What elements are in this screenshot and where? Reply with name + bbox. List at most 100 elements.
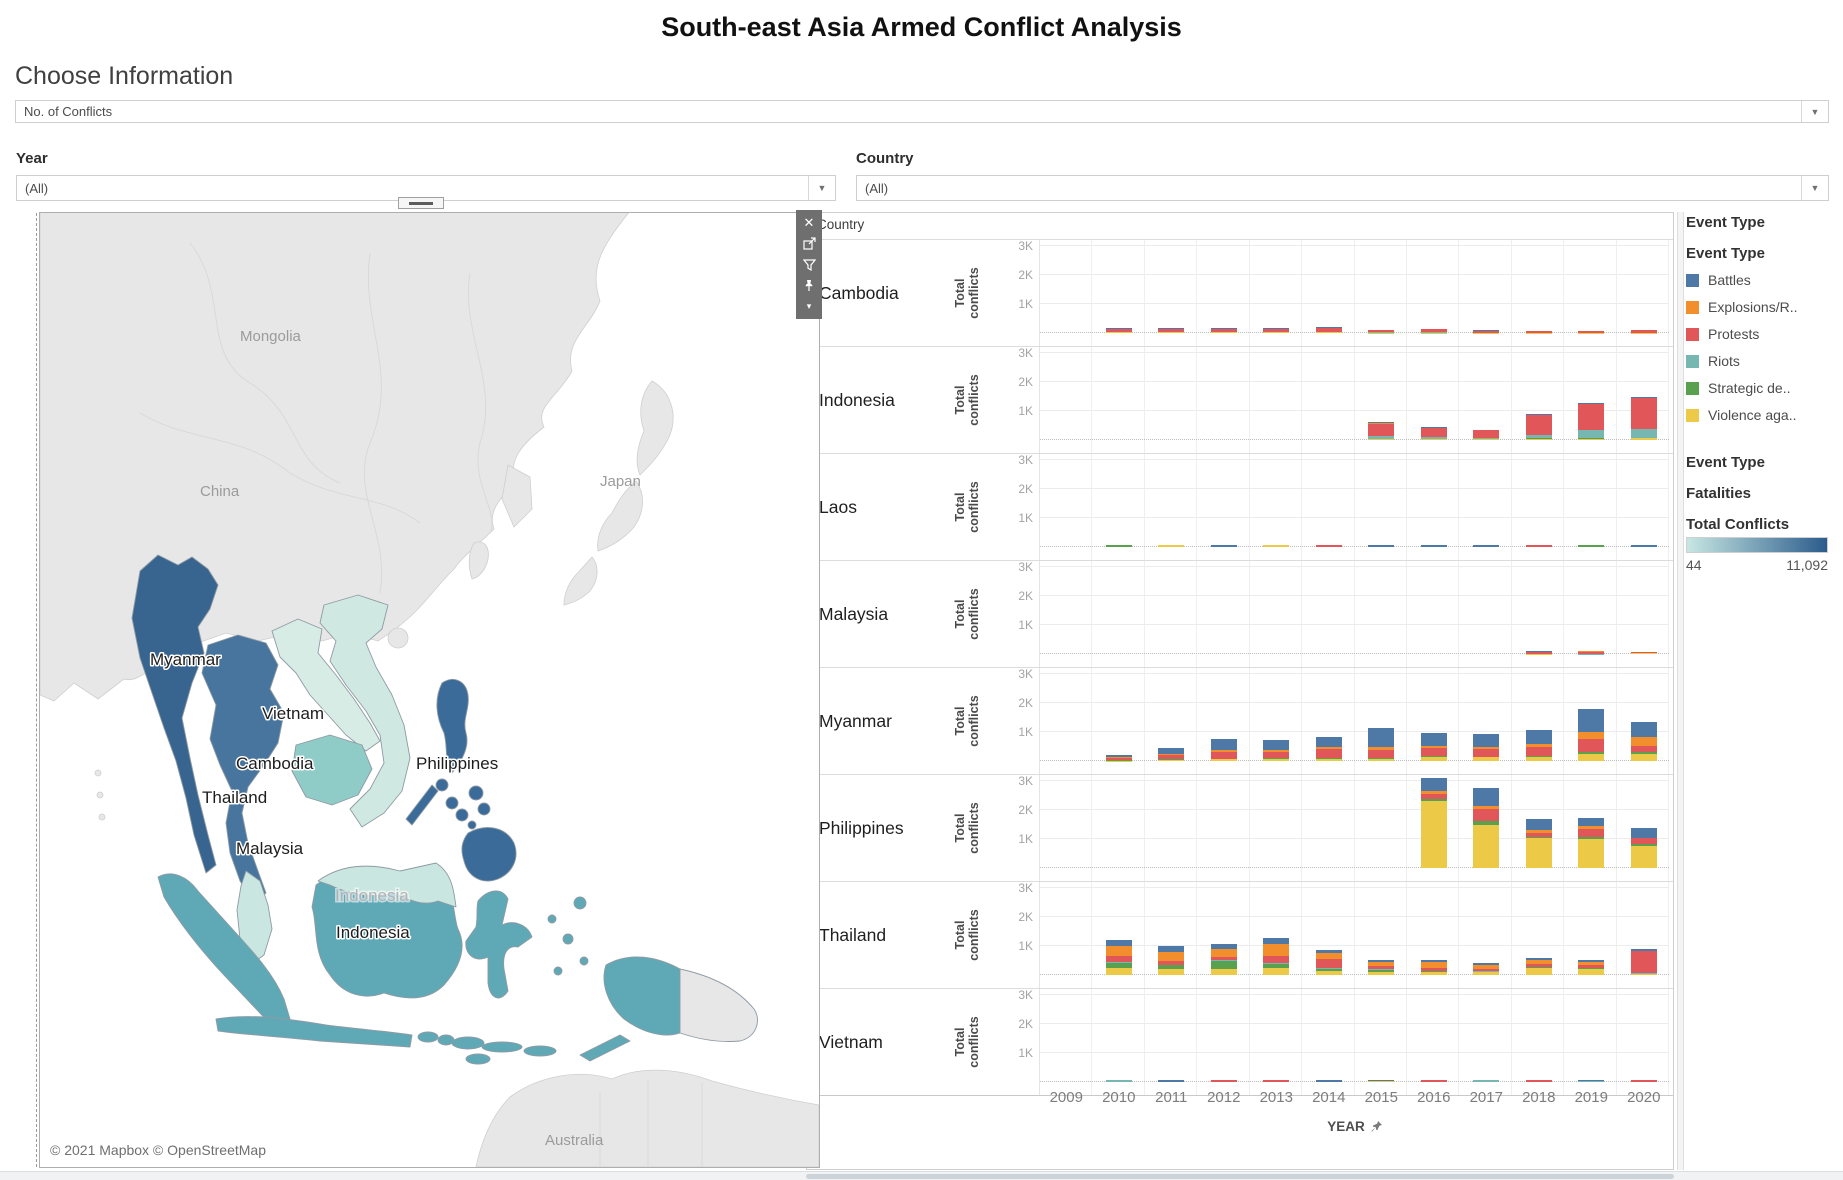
bar-indonesia-2020[interactable] <box>1630 396 1657 440</box>
bar-myanmar-2011[interactable] <box>1158 748 1185 761</box>
bar-cambodia-2014[interactable] <box>1315 327 1342 333</box>
bar-segment-explosions[interactable] <box>1473 964 1500 970</box>
bar-segment-protests[interactable] <box>1420 1079 1447 1082</box>
bar-segment-violence[interactable] <box>1368 972 1395 975</box>
bar-segment-strategic[interactable] <box>1578 837 1605 839</box>
bar-segment-strategic[interactable] <box>1368 969 1395 973</box>
bar-segment-explosions[interactable] <box>1578 403 1605 405</box>
bar-segment-violence[interactable] <box>1368 758 1395 761</box>
year-filter-dropdown[interactable]: (All) ▼ <box>16 175 836 201</box>
bar-segment-strategic[interactable] <box>1105 544 1132 547</box>
bar-vietnam-2014[interactable] <box>1315 1079 1342 1082</box>
bar-segment-explosions[interactable] <box>1630 950 1657 952</box>
bar-indonesia-2016[interactable] <box>1420 427 1447 440</box>
map-country-malaysia-borneo[interactable] <box>317 862 457 908</box>
bar-segment-battles[interactable] <box>1578 650 1605 652</box>
bar-segment-explosions[interactable] <box>1315 747 1342 750</box>
row-label[interactable]: Cambodia <box>819 282 899 303</box>
bar-segment-violence[interactable] <box>1578 438 1605 440</box>
bar-thailand-2015[interactable] <box>1368 960 1395 975</box>
bar-segment-riots[interactable] <box>1420 437 1447 440</box>
bar-segment-protests[interactable] <box>1578 828 1605 838</box>
row-label[interactable]: Indonesia <box>819 389 895 410</box>
map-island[interactable] <box>573 896 587 910</box>
bar-segment-battles[interactable] <box>1158 1079 1185 1082</box>
bar-segment-protests[interactable] <box>1420 329 1447 333</box>
bar-segment-protests[interactable] <box>1315 544 1342 547</box>
bar-segment-battles[interactable] <box>1158 748 1185 754</box>
bar-cambodia-2013[interactable] <box>1263 328 1290 333</box>
bar-segment-protests[interactable] <box>1368 966 1395 970</box>
map-country-indonesia-sumatra[interactable] <box>157 873 291 1024</box>
bar-segment-protests[interactable] <box>1525 964 1552 967</box>
map-island[interactable] <box>451 1036 485 1050</box>
bar-segment-battles[interactable] <box>1630 544 1657 547</box>
bar-segment-riots[interactable] <box>1368 436 1395 439</box>
bar-segment-violence[interactable] <box>1263 759 1290 761</box>
bar-segment-violence[interactable] <box>1420 801 1447 868</box>
bar-segment-protests[interactable] <box>1105 328 1132 332</box>
bar-segment-battles[interactable] <box>1263 938 1290 945</box>
panel-divider-scrollbar[interactable] <box>1677 212 1684 1170</box>
bar-segment-strategic[interactable] <box>1525 755 1552 757</box>
bar-vietnam-2011[interactable] <box>1158 1079 1185 1082</box>
bar-segment-battles[interactable] <box>1263 740 1290 750</box>
bar-thailand-2019[interactable] <box>1578 960 1605 975</box>
bar-segment-battles[interactable] <box>1473 733 1500 747</box>
bar-segment-protests[interactable] <box>1263 1079 1290 1082</box>
bar-segment-explosions[interactable] <box>1158 951 1185 962</box>
bar-segment-explosions[interactable] <box>1315 952 1342 959</box>
bar-segment-strategic[interactable] <box>1158 965 1185 969</box>
bar-laos-2015[interactable] <box>1368 544 1395 547</box>
bar-segment-violence[interactable] <box>1158 968 1185 975</box>
bar-segment-violence[interactable] <box>1368 439 1395 440</box>
bar-segment-battles[interactable] <box>1210 328 1237 330</box>
bar-segment-explosions[interactable] <box>1263 944 1290 956</box>
bar-myanmar-2017[interactable] <box>1473 733 1500 761</box>
bar-segment-violence[interactable] <box>1105 332 1132 333</box>
map-island[interactable] <box>467 820 477 830</box>
bar-segment-battles[interactable] <box>1420 544 1447 547</box>
map-country-indonesia-sulawesi[interactable] <box>465 890 533 999</box>
bar-segment-protests[interactable] <box>1105 757 1132 761</box>
bar-segment-violence[interactable] <box>1315 332 1342 333</box>
bar-segment-protests[interactable] <box>1158 329 1185 333</box>
bar-segment-riots[interactable] <box>1263 963 1290 964</box>
bar-segment-riots[interactable] <box>1630 429 1657 438</box>
bar-segment-explosions[interactable] <box>1368 746 1395 750</box>
southeast-asia-map[interactable]: Mongolia China Japan Australia Indonesia… <box>40 213 819 1167</box>
bar-segment-strategic[interactable] <box>1420 799 1447 802</box>
bar-segment-violence[interactable] <box>1473 757 1500 761</box>
bar-segment-strategic[interactable] <box>1630 437 1657 439</box>
map-island[interactable] <box>562 933 574 945</box>
bar-segment-battles[interactable] <box>1105 940 1132 946</box>
bar-segment-strategic[interactable] <box>1420 971 1447 973</box>
bar-segment-violence[interactable] <box>1158 544 1185 547</box>
bar-segment-battles[interactable] <box>1368 422 1395 424</box>
bar-segment-strategic[interactable] <box>1263 758 1290 760</box>
bar-segment-strategic[interactable] <box>1525 967 1552 969</box>
map-country-vietnam[interactable] <box>319 594 411 828</box>
bar-segment-protests[interactable] <box>1315 749 1342 759</box>
bar-segment-battles[interactable] <box>1105 1079 1132 1081</box>
bar-segment-explosions[interactable] <box>1630 837 1657 839</box>
row-label[interactable]: Myanmar <box>819 710 892 731</box>
bar-vietnam-2015[interactable] <box>1368 1079 1395 1082</box>
chevron-down-icon[interactable]: ▾ <box>806 301 812 311</box>
map-island[interactable] <box>465 1053 491 1065</box>
bar-segment-protests[interactable] <box>1525 833 1552 838</box>
bar-segment-violence[interactable] <box>1263 968 1290 975</box>
bar-segment-protests[interactable] <box>1630 651 1657 653</box>
bar-segment-battles[interactable] <box>1525 818 1552 831</box>
chevron-down-icon[interactable]: ▼ <box>808 176 835 200</box>
bar-segment-violence[interactable] <box>1525 968 1552 975</box>
bar-segment-protests[interactable] <box>1473 808 1500 822</box>
bar-segment-strategic[interactable] <box>1578 544 1605 547</box>
bar-segment-strategic[interactable] <box>1578 437 1605 439</box>
bar-segment-protests[interactable] <box>1263 752 1290 759</box>
bar-laos-2019[interactable] <box>1578 544 1605 547</box>
bar-indonesia-2015[interactable] <box>1368 422 1395 440</box>
bar-vietnam-2017[interactable] <box>1473 1079 1500 1082</box>
legend-item-strategic[interactable]: Strategic de.. <box>1686 380 1838 396</box>
row-label[interactable]: Vietnam <box>819 1031 883 1052</box>
